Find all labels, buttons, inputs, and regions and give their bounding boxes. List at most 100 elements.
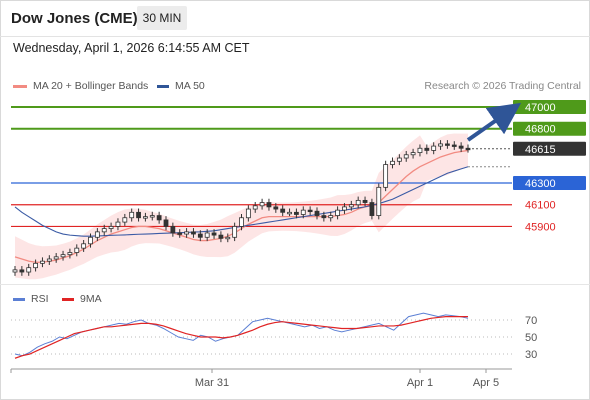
rsi-panel: 70 50 30 bbox=[11, 312, 537, 361]
x-axis-label: Apr 5 bbox=[473, 377, 499, 389]
bollinger-band-area bbox=[15, 133, 468, 280]
candle bbox=[245, 208, 251, 219]
ma50-swatch-icon bbox=[157, 84, 169, 88]
candle bbox=[163, 219, 169, 227]
candle bbox=[348, 204, 354, 208]
legend-ma20-label: MA 20 + Bollinger Bands bbox=[33, 80, 149, 92]
legend-9ma: 9MA bbox=[62, 293, 102, 305]
x-axis-label: Apr 1 bbox=[407, 377, 433, 389]
candle bbox=[362, 199, 368, 203]
level-tag-47000 bbox=[513, 100, 586, 114]
rsi-9ma-line bbox=[14, 316, 468, 359]
candle bbox=[280, 208, 286, 213]
legend-9ma-label: 9MA bbox=[80, 293, 102, 305]
rsi-swatch-icon bbox=[13, 297, 25, 301]
candle bbox=[355, 199, 361, 206]
level-label-45900: 45900 bbox=[525, 221, 556, 233]
legend-ma50: MA 50 bbox=[157, 80, 205, 92]
candle bbox=[143, 216, 148, 219]
instrument-title: Dow Jones (CME) bbox=[11, 10, 138, 27]
candle bbox=[239, 217, 244, 227]
level-tag-46800 bbox=[513, 121, 586, 136]
candlestick-series bbox=[12, 140, 471, 276]
candle bbox=[431, 145, 437, 151]
level-tag-46300 bbox=[513, 176, 586, 190]
level-label-46615: 46615 bbox=[525, 144, 556, 156]
candle bbox=[108, 226, 114, 230]
legend-rsi-label: RSI bbox=[31, 293, 49, 305]
candle bbox=[383, 164, 389, 188]
candle bbox=[204, 232, 210, 238]
candle bbox=[149, 215, 155, 218]
candle bbox=[259, 202, 265, 207]
candle bbox=[88, 236, 93, 245]
candle bbox=[438, 143, 443, 147]
candle bbox=[26, 267, 32, 273]
legend-rsi: RSI bbox=[13, 293, 49, 305]
candle bbox=[197, 233, 203, 238]
candle bbox=[122, 217, 128, 223]
x-axis-label: Mar 31 bbox=[195, 377, 229, 389]
level-label-46100: 46100 bbox=[525, 200, 556, 212]
candle bbox=[12, 269, 18, 273]
copyright-text: Research © 2026 Trading Central bbox=[424, 80, 581, 92]
candle bbox=[115, 221, 121, 227]
candle bbox=[287, 211, 292, 215]
legend-ma20: MA 20 + Bollinger Bands bbox=[13, 80, 148, 92]
candle bbox=[458, 145, 464, 149]
candle bbox=[465, 147, 471, 151]
level-tag-46615 bbox=[513, 141, 586, 156]
candle bbox=[342, 206, 347, 211]
candle bbox=[40, 260, 45, 264]
level-label-46800: 46800 bbox=[525, 124, 556, 136]
level-label-46300: 46300 bbox=[525, 178, 556, 190]
candle bbox=[417, 147, 423, 153]
candle bbox=[46, 258, 52, 262]
candle bbox=[335, 209, 340, 216]
candle bbox=[53, 256, 59, 260]
rsi-axis-label: 70 bbox=[525, 315, 537, 327]
forecast-arrow-icon bbox=[466, 102, 522, 142]
candle bbox=[177, 232, 183, 235]
price-levels: 47000 46800 46615 46300 46100 45900 bbox=[11, 100, 586, 233]
candle bbox=[136, 211, 141, 219]
candle bbox=[184, 231, 189, 235]
x-axis: Mar 31 Apr 1 Apr 5 bbox=[10, 368, 512, 389]
timestamp: Wednesday, April 1, 2026 6:14:55 AM CET bbox=[13, 41, 250, 55]
candle bbox=[232, 226, 238, 238]
candle bbox=[396, 157, 402, 162]
candle bbox=[81, 243, 87, 249]
candle bbox=[252, 205, 258, 210]
candle bbox=[33, 262, 38, 269]
rsi-axis-label: 50 bbox=[525, 332, 537, 344]
candle bbox=[266, 202, 272, 208]
candle bbox=[156, 215, 162, 221]
candle bbox=[74, 247, 80, 253]
candle bbox=[445, 143, 450, 146]
candle bbox=[273, 206, 279, 210]
candle bbox=[225, 236, 231, 240]
rsi-axis-label: 30 bbox=[525, 349, 537, 361]
bollinger-bands bbox=[15, 133, 468, 280]
candle bbox=[101, 228, 107, 233]
candle bbox=[307, 209, 313, 213]
rsi9ma-swatch-icon bbox=[62, 297, 74, 301]
candle bbox=[60, 254, 66, 258]
candle bbox=[314, 210, 320, 216]
legend-ma50-label: MA 50 bbox=[175, 80, 205, 92]
candle bbox=[410, 152, 416, 156]
candle bbox=[300, 209, 306, 215]
candle bbox=[94, 231, 100, 238]
timeframe-button[interactable]: 30 MIN bbox=[137, 6, 187, 30]
candle bbox=[328, 215, 334, 219]
forecast-arrow bbox=[466, 102, 522, 142]
chart-header: Dow Jones (CME) 30 MIN bbox=[0, 0, 590, 37]
candle bbox=[369, 202, 375, 216]
candle bbox=[451, 144, 457, 147]
candle bbox=[211, 232, 217, 236]
candle bbox=[390, 160, 395, 165]
candle bbox=[67, 252, 73, 256]
level-label-47000: 47000 bbox=[525, 102, 556, 114]
ma20-swatch-icon bbox=[13, 84, 27, 88]
